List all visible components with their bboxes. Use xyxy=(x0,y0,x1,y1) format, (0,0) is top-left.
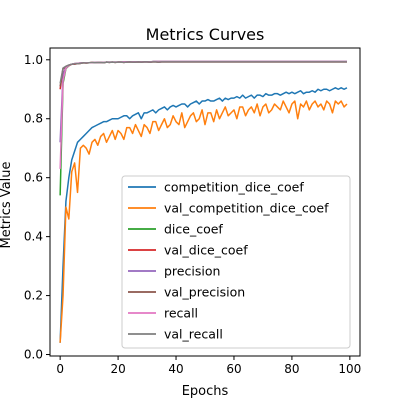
series-line-competition-dice-coef xyxy=(59,87,348,343)
legend: competition_dice_coef val_competition_dic… xyxy=(121,175,351,349)
legend-item: val_competition_dice_coef xyxy=(128,201,329,216)
legend-label: val_recall xyxy=(164,327,223,342)
legend-item: recall xyxy=(128,306,198,321)
legend-box xyxy=(121,175,351,349)
y-tick-label: 1.0 xyxy=(24,53,43,67)
legend-item: precision xyxy=(128,264,220,279)
axes-frame xyxy=(49,47,361,357)
x-tick-label: 40 xyxy=(168,362,183,376)
legend-label: competition_dice_coef xyxy=(164,180,304,195)
chart-title: Metrics Curves xyxy=(146,25,265,44)
legend-item: val_precision xyxy=(128,285,245,300)
legend-item: val_recall xyxy=(128,327,223,342)
series-line-val-competition-dice-coef xyxy=(59,100,348,343)
x-tick-label: 100 xyxy=(338,362,361,376)
legend-item: dice_coef xyxy=(128,222,223,237)
axis-ticks: 0 20 40 60 80 100 0.0 0.2 0.4 0.6 0.8 1.0 xyxy=(24,53,361,376)
legend-label: val_competition_dice_coef xyxy=(164,201,329,216)
legend-item: val_dice_coef xyxy=(128,243,248,258)
legend-label: precision xyxy=(164,264,220,279)
x-axis-label: Epochs xyxy=(182,384,229,399)
series-line-val-recall xyxy=(59,61,347,84)
y-tick-label: 0.2 xyxy=(24,289,43,303)
series-lines xyxy=(59,60,348,343)
legend-label: val_precision xyxy=(164,285,245,300)
y-tick-label: 0.8 xyxy=(24,112,43,126)
legend-label: dice_coef xyxy=(164,222,223,237)
x-tick-label: 80 xyxy=(284,362,299,376)
x-tick-label: 60 xyxy=(226,362,241,376)
x-tick-label: 20 xyxy=(110,362,125,376)
y-axis-label: Metrics Value xyxy=(0,161,14,248)
legend-label: recall xyxy=(164,306,198,321)
y-tick-label: 0.6 xyxy=(24,171,43,185)
y-tick-label: 0.4 xyxy=(24,230,43,244)
legend-label: val_dice_coef xyxy=(164,243,248,258)
x-tick-label: 0 xyxy=(56,362,64,376)
legend-item: competition_dice_coef xyxy=(128,180,304,195)
y-tick-label: 0.0 xyxy=(24,348,43,362)
